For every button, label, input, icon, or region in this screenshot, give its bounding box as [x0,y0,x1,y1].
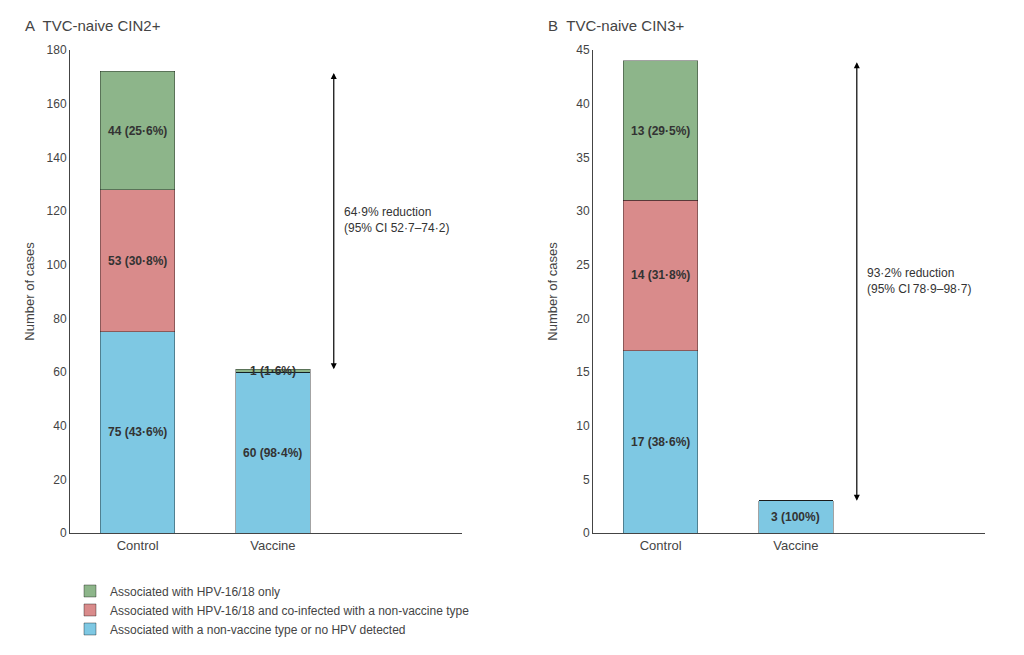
svg-text:30: 30 [576,204,590,218]
svg-text:25: 25 [576,258,590,272]
svg-text:B TVC-naive CIN3+: B TVC-naive CIN3+ [548,17,685,34]
svg-text:64·9% reduction(95% CI 52·7–74: 64·9% reduction(95% CI 52·7–74·2) [344,205,449,235]
svg-text:Control: Control [640,538,682,553]
svg-text:15: 15 [576,365,590,379]
svg-text:0: 0 [583,526,590,540]
svg-text:44 (25·6%): 44 (25·6%) [108,124,167,138]
svg-text:20: 20 [576,312,590,326]
svg-text:160: 160 [47,97,67,111]
svg-text:140: 140 [47,151,67,165]
svg-text:0: 0 [60,526,67,540]
svg-text:93·2% reduction(95% CI 78·9–98: 93·2% reduction(95% CI 78·9–98·7) [867,266,971,296]
svg-text:40: 40 [53,419,67,433]
svg-text:Number of cases: Number of cases [22,242,37,341]
svg-text:35: 35 [576,151,590,165]
svg-text:A TVC-naive CIN2+: A TVC-naive CIN2+ [25,17,161,34]
svg-text:53 (30·8%): 53 (30·8%) [108,254,167,268]
svg-text:Associated with HPV-16/18 and: Associated with HPV-16/18 and co-infecte… [110,604,469,618]
svg-text:20: 20 [53,473,67,487]
svg-text:40: 40 [576,97,590,111]
svg-text:180: 180 [47,43,67,57]
svg-text:80: 80 [53,312,67,326]
svg-text:Control: Control [117,538,159,553]
svg-text:60: 60 [53,365,67,379]
svg-text:75 (43·6%): 75 (43·6%) [108,425,167,439]
svg-text:10: 10 [576,419,590,433]
svg-text:Vaccine: Vaccine [250,538,295,553]
svg-text:5: 5 [583,473,590,487]
svg-text:3 (100%): 3 (100%) [771,510,820,524]
svg-text:Associated with a non-vaccine: Associated with a non-vaccine type or no… [110,623,406,637]
svg-text:14 (31·8%): 14 (31·8%) [631,268,690,282]
svg-text:Vaccine: Vaccine [773,538,818,553]
svg-text:60 (98·4%): 60 (98·4%) [243,446,302,460]
svg-text:13 (29·5%): 13 (29·5%) [631,124,690,138]
svg-text:Number of cases: Number of cases [545,242,560,341]
svg-text:17 (38·6%): 17 (38·6%) [631,435,690,449]
svg-text:100: 100 [47,258,67,272]
svg-text:Associated with HPV-16/18 only: Associated with HPV-16/18 only [110,585,280,599]
svg-text:45: 45 [576,43,590,57]
svg-text:1 (1·6%): 1 (1·6%) [250,364,296,378]
svg-text:120: 120 [47,204,67,218]
